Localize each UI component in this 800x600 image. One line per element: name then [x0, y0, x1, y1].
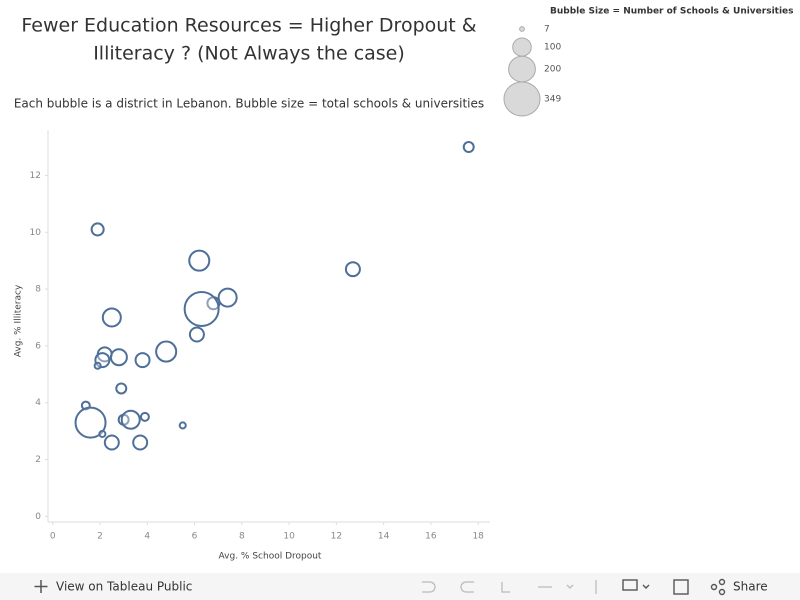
legend-label: 200 — [544, 65, 561, 75]
legend-title: Bubble Size = Number of Schools & Univer… — [550, 7, 794, 17]
action-icons[interactable] — [622, 578, 726, 596]
bubble — [98, 429, 107, 438]
bubble — [462, 141, 475, 154]
legend-bubble — [508, 55, 536, 83]
bubble — [155, 340, 178, 363]
x-tick-label: 6 — [192, 532, 198, 542]
bubble — [132, 434, 149, 451]
x-tick-label: 10 — [283, 532, 295, 542]
legend-bubble — [503, 81, 541, 117]
view-link[interactable]: View on Tableau Public — [56, 580, 192, 594]
bubble — [134, 352, 151, 369]
y-tick-label: 2 — [35, 455, 41, 465]
y-tick-label: 12 — [30, 171, 41, 181]
bubble — [93, 361, 102, 370]
bubble — [101, 307, 122, 328]
tableau-icon — [34, 580, 48, 593]
x-tick-label: 2 — [97, 532, 103, 542]
toolbar — [0, 573, 800, 600]
x-tick-label: 0 — [50, 532, 56, 542]
bubble — [344, 261, 361, 278]
x-tick-label: 14 — [378, 532, 390, 542]
bubble — [90, 222, 105, 237]
bubble — [109, 348, 128, 367]
bubble — [120, 409, 141, 430]
bubble — [217, 287, 238, 308]
undo-redo-icons — [422, 580, 597, 594]
subtitle: Each bubble is a district in Lebanon. Bu… — [14, 97, 484, 111]
legend-label: 7 — [544, 25, 550, 35]
y-tick-label: 6 — [35, 341, 41, 351]
x-axis-label: Avg. % School Dropout — [219, 552, 322, 562]
bubble — [188, 249, 211, 272]
y-tick-label: 8 — [35, 285, 41, 295]
y-tick-label: 0 — [35, 512, 41, 522]
y-axis-label: Avg. % Illiteracy — [14, 284, 24, 357]
x-tick-label: 12 — [331, 532, 342, 542]
legend-bubble — [519, 26, 525, 32]
y-tick-label: 4 — [35, 398, 41, 408]
x-tick-label: 8 — [239, 532, 245, 542]
x-tick-label: 4 — [144, 532, 150, 542]
bubble — [178, 421, 187, 430]
title-line: Illiteracy ? (Not Always the case) — [93, 43, 405, 65]
legend-bubble — [512, 37, 532, 57]
share-button[interactable]: Share — [733, 580, 768, 594]
x-tick-label: 18 — [472, 532, 484, 542]
bubble — [115, 382, 128, 395]
bubble — [188, 326, 205, 343]
bubble — [183, 290, 220, 327]
legend-label: 100 — [544, 43, 561, 53]
y-tick-label: 10 — [30, 228, 42, 238]
bubble — [74, 406, 107, 439]
title-line: Fewer Education Resources = Higher Dropo… — [21, 15, 476, 37]
bubble — [103, 434, 120, 451]
x-tick-label: 16 — [425, 532, 437, 542]
legend-label: 349 — [544, 94, 561, 104]
bubble — [139, 411, 150, 422]
